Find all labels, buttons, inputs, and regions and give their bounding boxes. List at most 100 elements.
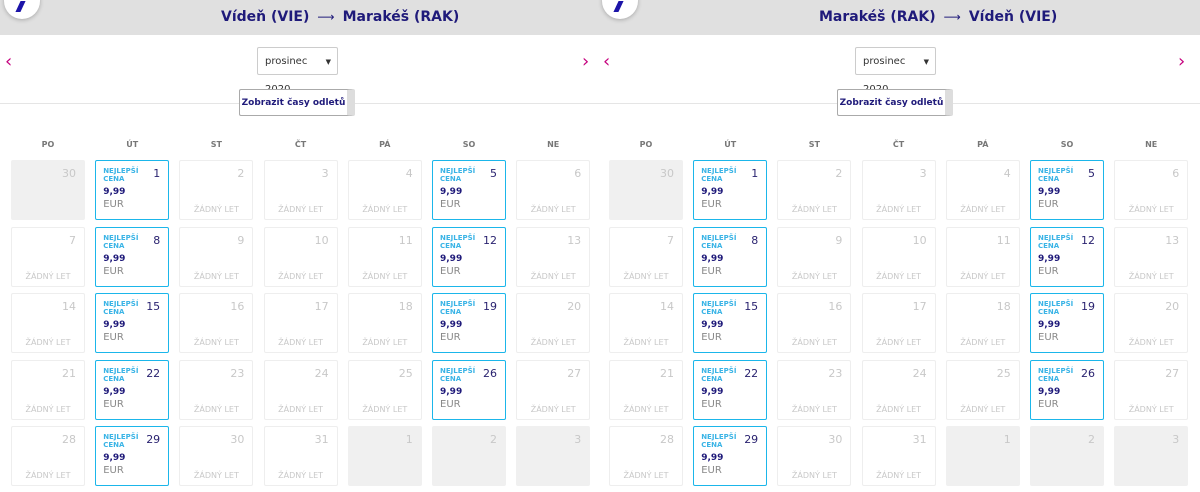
day-cell-no-flight: 23 ŽÁDNÝ LET <box>179 359 254 420</box>
day-cell-best-price[interactable]: 15 NEJLEPŠÍ CENA 9,99 EUR <box>693 293 768 353</box>
day-cell-no-flight: 14 ŽÁDNÝ LET <box>11 293 85 353</box>
day-number: 7 <box>667 233 674 247</box>
day-cell-no-flight: 21 ŽÁDNÝ LET <box>609 359 683 420</box>
day-cell-no-flight: 18 ŽÁDNÝ LET <box>945 293 1020 353</box>
no-flight-label: ŽÁDNÝ LET <box>193 338 239 347</box>
day-number: 12 <box>483 233 497 247</box>
no-flight-label: ŽÁDNÝ LET <box>623 471 669 480</box>
day-number: 22 <box>146 366 161 380</box>
month-select[interactable]: prosinec 2020▼ <box>257 47 338 95</box>
day-cell-no-flight: 3 ŽÁDNÝ LET <box>263 160 338 220</box>
price: 9,99 <box>1038 386 1061 397</box>
day-number: 23 <box>230 366 245 380</box>
origin: Marakéš (RAK) <box>819 9 936 25</box>
arrow-icon: ⟶ <box>317 10 335 24</box>
show-departure-times-button[interactable]: Zobrazit časy odletů <box>837 89 953 116</box>
best-price-label: NEJLEPŠÍ CENA <box>1038 233 1074 250</box>
day-cell-best-price[interactable]: 8 NEJLEPŠÍ CENA 9,99 EUR <box>693 226 768 287</box>
day-number: 17 <box>912 300 927 313</box>
day-number: 20 <box>1165 300 1180 313</box>
day-number: 6 <box>1172 167 1180 180</box>
day-number: 17 <box>314 300 329 313</box>
day-number: 14 <box>660 300 674 313</box>
currency: EUR <box>103 465 124 476</box>
weekday-header: NE <box>547 140 560 149</box>
return-panel: Marakéš (RAK) ⟶ Vídeň (VIE) ‹ › prosinec 2… <box>598 0 1200 492</box>
day-cell-no-flight: 28 ŽÁDNÝ LET <box>11 426 85 486</box>
day-cell-best-price[interactable]: 1 NEJLEPŠÍ CENA 9,99 EUR <box>693 160 768 220</box>
day-cell-outside-month: 3 <box>1114 426 1189 486</box>
day-number: 30 <box>828 433 843 446</box>
day-cell-outside-month: 3 <box>516 426 591 486</box>
origin: Vídeň (VIE) <box>221 9 310 25</box>
best-price-label: NEJLEPŠÍ CENA <box>103 366 139 383</box>
prev-month-button[interactable]: ‹ <box>5 51 13 72</box>
prev-month-button[interactable]: ‹ <box>603 51 611 72</box>
caret-down-icon: ▼ <box>325 58 331 66</box>
next-month-button[interactable]: › <box>582 51 590 72</box>
day-cell-best-price[interactable]: 29 NEJLEPŠÍ CENA 9,99 EUR <box>95 426 170 486</box>
day-number: 23 <box>828 366 843 380</box>
day-number: 30 <box>660 167 674 180</box>
day-cell-no-flight: 28 ŽÁDNÝ LET <box>609 426 683 486</box>
no-flight-label: ŽÁDNÝ LET <box>791 205 837 214</box>
day-cell-best-price[interactable]: 15 NEJLEPŠÍ CENA 9,99 EUR <box>95 293 170 353</box>
currency: EUR <box>103 199 124 210</box>
day-number: 7 <box>69 233 76 247</box>
day-cell-no-flight: 9 ŽÁDNÝ LET <box>179 226 254 287</box>
day-number: 20 <box>567 300 582 313</box>
day-cell-best-price[interactable]: 5 NEJLEPŠÍ CENA 9,99 EUR <box>432 160 506 220</box>
day-cell-no-flight: 18 ŽÁDNÝ LET <box>347 293 422 353</box>
day-number: 19 <box>1081 300 1095 313</box>
no-flight-label: ŽÁDNÝ LET <box>876 404 922 414</box>
day-cell-no-flight: 27 ŽÁDNÝ LET <box>1114 359 1189 420</box>
day-number: 21 <box>660 366 674 380</box>
day-cell-no-flight: 20 ŽÁDNÝ LET <box>516 293 591 353</box>
weekday-header: ST <box>808 140 820 149</box>
day-cell-best-price[interactable]: 22 NEJLEPŠÍ CENA 9,99 EUR <box>693 359 768 420</box>
day-cell-best-price[interactable]: 26 NEJLEPŠÍ CENA 9,99 EUR <box>1030 359 1104 420</box>
no-flight-label: ŽÁDNÝ LET <box>623 338 669 347</box>
day-cell-best-price[interactable]: 5 NEJLEPŠÍ CENA 9,99 EUR <box>1030 160 1104 220</box>
best-price-label: NEJLEPŠÍ CENA <box>701 300 737 316</box>
day-cell-best-price[interactable]: 26 NEJLEPŠÍ CENA 9,99 EUR <box>432 359 506 420</box>
best-price-label: NEJLEPŠÍ CENA <box>701 366 737 383</box>
day-cell-best-price[interactable]: 1 NEJLEPŠÍ CENA 9,99 EUR <box>95 160 170 220</box>
currency: EUR <box>440 265 461 277</box>
weekday-header: PO <box>639 140 653 149</box>
show-departure-times-button[interactable]: Zobrazit časy odletů <box>239 89 355 116</box>
day-cell-no-flight: 6 ŽÁDNÝ LET <box>1114 160 1189 220</box>
no-flight-label: ŽÁDNÝ LET <box>1128 404 1174 414</box>
day-cell-best-price[interactable]: 12 NEJLEPŠÍ CENA 9,99 EUR <box>432 226 506 287</box>
day-cell-best-price[interactable]: 8 NEJLEPŠÍ CENA 9,99 EUR <box>95 226 170 287</box>
no-flight-label: ŽÁDNÝ LET <box>791 338 837 347</box>
next-month-button[interactable]: › <box>1178 51 1186 72</box>
day-cell-best-price[interactable]: 12 NEJLEPŠÍ CENA 9,99 EUR <box>1030 226 1104 287</box>
day-number: 29 <box>744 433 759 446</box>
day-cell-no-flight: 17 ŽÁDNÝ LET <box>263 293 338 353</box>
day-number: 1 <box>153 167 161 180</box>
no-flight-label: ŽÁDNÝ LET <box>876 205 922 214</box>
logo-icon[interactable] <box>602 0 638 19</box>
best-price-label: NEJLEPŠÍ CENA <box>1038 300 1074 316</box>
day-number: 1 <box>1003 433 1011 446</box>
weekday-header: PO <box>41 140 55 149</box>
day-cell-best-price[interactable]: 29 NEJLEPŠÍ CENA 9,99 EUR <box>693 426 768 486</box>
best-price-label: NEJLEPŠÍ CENA <box>103 233 139 250</box>
best-price-label: NEJLEPŠÍ CENA <box>440 233 476 250</box>
day-number: 5 <box>1088 167 1095 180</box>
day-number: 28 <box>62 433 76 446</box>
day-cell-best-price[interactable]: 22 NEJLEPŠÍ CENA 9,99 EUR <box>95 359 170 420</box>
day-number: 10 <box>912 233 927 247</box>
no-flight-label: ŽÁDNÝ LET <box>876 338 922 347</box>
no-flight-label: ŽÁDNÝ LET <box>278 271 324 281</box>
day-number: 9 <box>835 233 843 247</box>
day-cell-best-price[interactable]: 19 NEJLEPŠÍ CENA 9,99 EUR <box>432 293 506 353</box>
no-flight-label: ŽÁDNÝ LET <box>25 404 71 414</box>
currency: EUR <box>440 332 461 343</box>
month-select[interactable]: prosinec 2020▼ <box>855 47 936 95</box>
day-cell-no-flight: 24 ŽÁDNÝ LET <box>263 359 338 420</box>
price: 9,99 <box>701 453 724 463</box>
day-cell-best-price[interactable]: 19 NEJLEPŠÍ CENA 9,99 EUR <box>1030 293 1104 353</box>
logo-icon[interactable] <box>4 0 40 19</box>
